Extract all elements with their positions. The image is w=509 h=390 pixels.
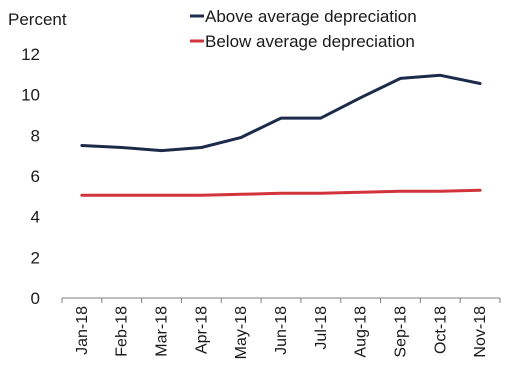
x-axis-ticks: Jan-18 Feb-18 Mar-18 Apr-18 May-18 Jun-18 Jul-… (61, 298, 501, 359)
y-tick-label: 6 (31, 167, 40, 186)
y-axis-ticks: 0 2 4 6 8 10 12 (21, 45, 40, 308)
x-tick-label: Mar-18 (154, 306, 171, 357)
legend: Above average depreciation Below average … (190, 7, 417, 51)
x-tick-label: Jul-18 (313, 306, 330, 350)
x-tick-label: Jun-18 (273, 306, 290, 355)
x-tick-label: Feb-18 (114, 306, 131, 357)
x-tick-label: Oct-18 (432, 306, 449, 354)
legend-label: Above average depreciation (205, 7, 417, 26)
y-tick-label: 2 (31, 248, 40, 267)
y-tick-label: 12 (21, 45, 40, 64)
y-tick-label: 10 (21, 86, 40, 105)
y-tick-label: 8 (31, 126, 40, 145)
x-tick-label: Aug-18 (353, 306, 370, 358)
legend-label: Below average depreciation (205, 32, 415, 51)
x-tick-label: Apr-18 (193, 306, 210, 354)
series-line-2 (80, 188, 482, 197)
y-tick-label: 4 (31, 208, 40, 227)
x-tick-label: Jan-18 (74, 306, 91, 355)
y-tick-label: 0 (31, 289, 40, 308)
x-tick-label: May-18 (233, 306, 250, 359)
y-axis-label: Percent (8, 10, 67, 29)
series-layer (80, 73, 482, 197)
series-line-1 (80, 73, 482, 153)
x-tick-label: Nov-18 (472, 306, 489, 358)
x-tick-label: Sep-18 (392, 306, 409, 358)
